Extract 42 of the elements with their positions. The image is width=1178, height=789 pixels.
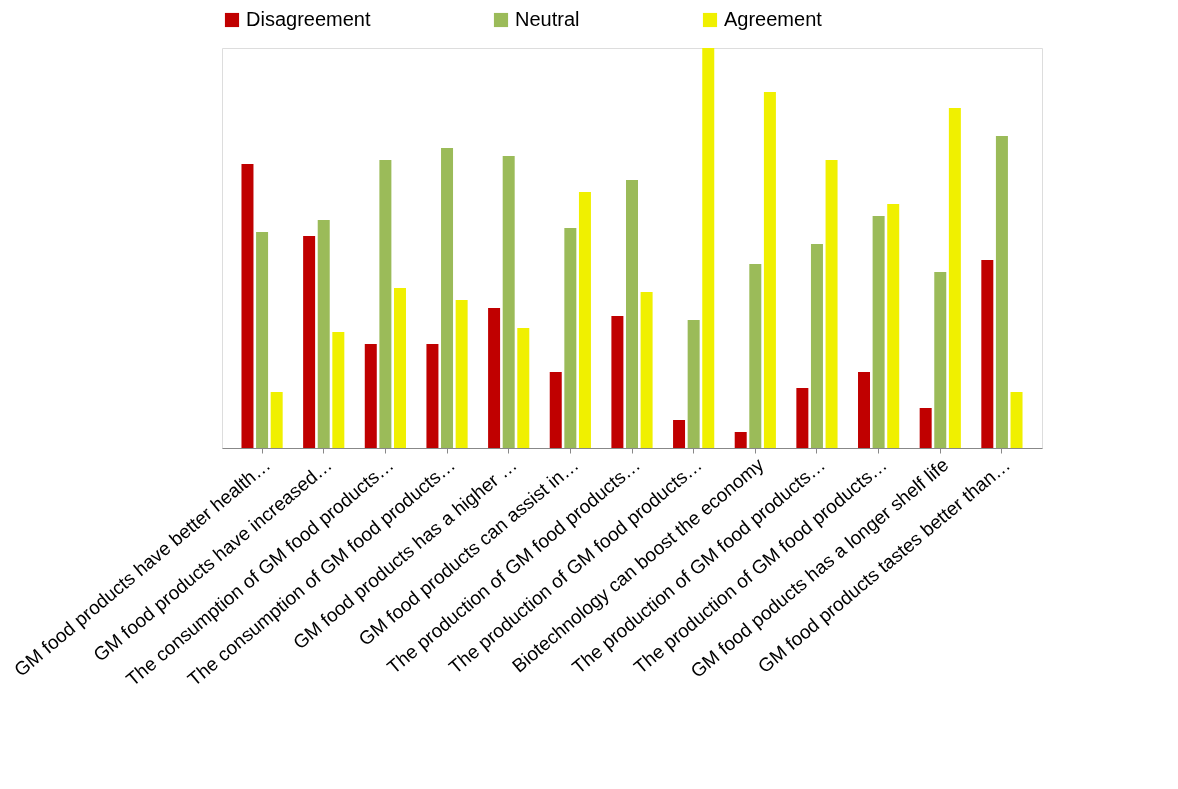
bar bbox=[393, 288, 406, 448]
bar bbox=[995, 136, 1008, 448]
bar bbox=[332, 332, 345, 448]
bar bbox=[887, 204, 900, 448]
bar bbox=[872, 216, 885, 448]
bar bbox=[673, 420, 686, 448]
bar bbox=[919, 408, 932, 448]
bar bbox=[749, 264, 762, 448]
bar bbox=[734, 432, 747, 448]
legend-label: Agreement bbox=[724, 8, 823, 30]
bar bbox=[488, 308, 501, 448]
bar bbox=[578, 192, 591, 448]
bar bbox=[763, 92, 776, 448]
bar bbox=[626, 180, 638, 448]
bar bbox=[1010, 392, 1023, 448]
bar bbox=[640, 292, 653, 448]
bar bbox=[981, 260, 994, 448]
bar bbox=[256, 232, 269, 448]
bar bbox=[379, 160, 392, 448]
bar bbox=[858, 372, 871, 448]
bar bbox=[270, 392, 283, 448]
bar bbox=[241, 164, 254, 448]
bar bbox=[317, 220, 330, 448]
bar bbox=[364, 344, 377, 448]
bar bbox=[796, 388, 809, 448]
legend-label: Disagreement bbox=[246, 8, 371, 30]
bar bbox=[564, 228, 577, 448]
bar bbox=[687, 320, 700, 448]
bar bbox=[502, 156, 515, 448]
bar bbox=[810, 244, 823, 448]
bar bbox=[426, 344, 439, 448]
bar bbox=[549, 372, 562, 448]
bar bbox=[455, 300, 468, 448]
legend-label: Neutral bbox=[515, 8, 580, 30]
bar bbox=[611, 316, 624, 448]
bar bbox=[441, 148, 454, 448]
bar bbox=[303, 236, 316, 448]
bar bbox=[948, 108, 961, 448]
bar bbox=[825, 160, 838, 448]
bar bbox=[517, 328, 530, 448]
bar bbox=[934, 272, 947, 448]
bar bbox=[702, 48, 715, 448]
